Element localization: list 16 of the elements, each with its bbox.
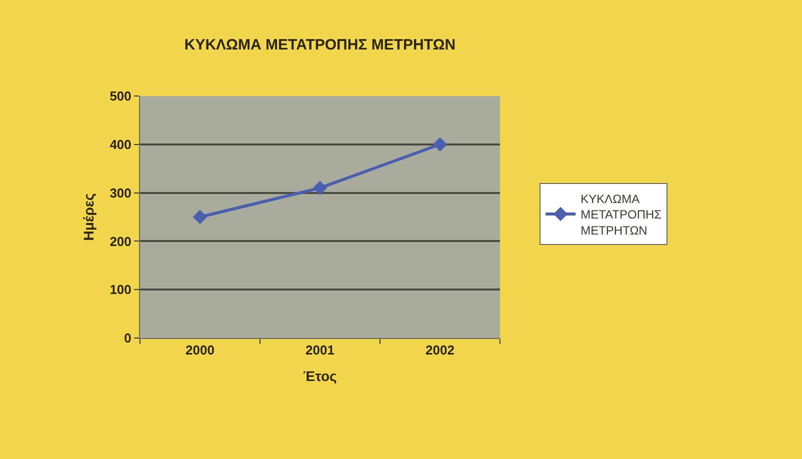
- point: [192, 210, 208, 224]
- y-tick-label: 200: [110, 234, 132, 249]
- x-axis-title: Έτος: [303, 368, 337, 384]
- y-axis-title: Ημέρες: [80, 193, 96, 241]
- x-tick-label: 2000: [186, 342, 214, 358]
- point: [432, 137, 448, 152]
- y-tick-label: 500: [110, 88, 132, 104]
- y-tick-label: 300: [110, 185, 132, 200]
- y-tick-label: 100: [110, 282, 132, 298]
- y-tick-label: 0: [124, 330, 132, 346]
- legend-label: ΚΥΚΛΩΜΑ ΜΕΤΑΤΡΟΠΗΣ ΜΕΤΡΗΤΩΝ: [580, 192, 662, 238]
- chart-title: ΚΥΚΛΩΜΑ ΜΕΤΑΤΡΟΠΗΣ ΜΕΤΡΗΤΩΝ: [184, 36, 456, 54]
- point: [312, 180, 328, 196]
- x-tick-label: 2001: [306, 342, 334, 358]
- x-tick-label: 2002: [426, 342, 454, 358]
- y-tick-label: 400: [110, 136, 132, 152]
